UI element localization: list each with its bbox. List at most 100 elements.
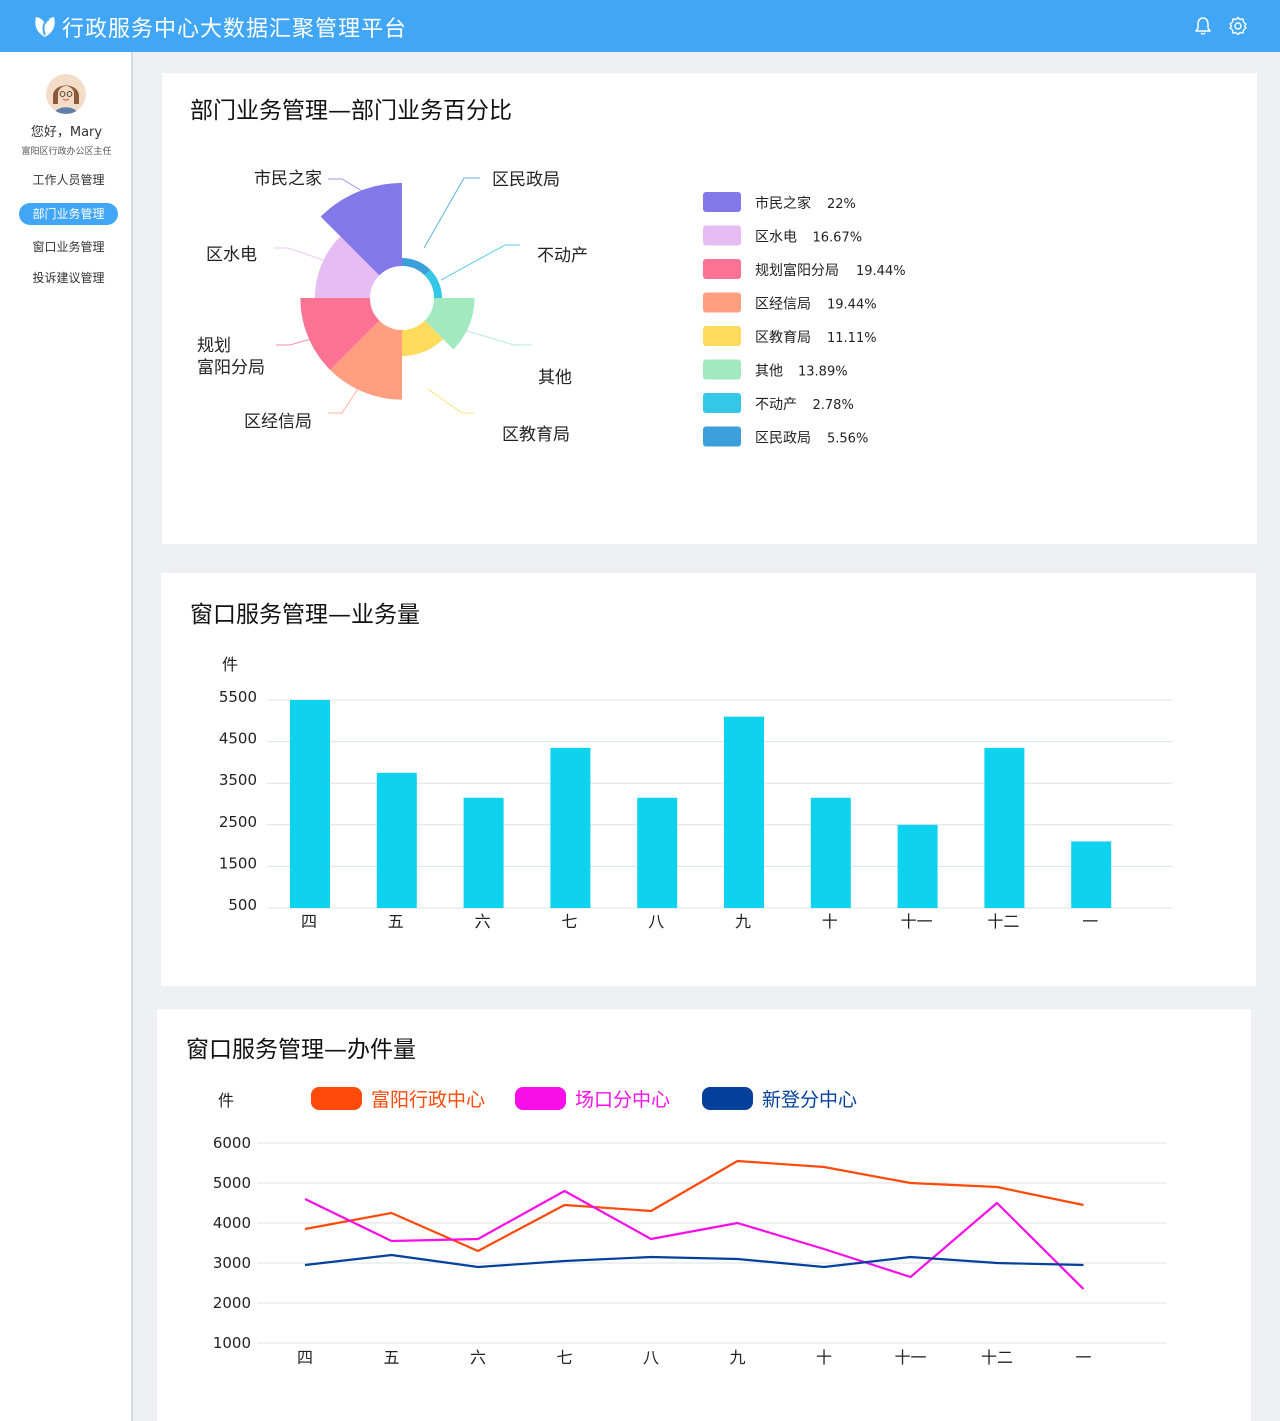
x-tick-label-item-8: 十二 [981, 1348, 1013, 1367]
x-tick-label-item-1: 五 [388, 912, 404, 931]
rose-slice-item-1 [424, 269, 442, 298]
legend-value-item-6: 2.78% [813, 398, 854, 413]
y-tick-label-item-1: 1500 [219, 854, 257, 872]
x-tick-label-item-0: 四 [297, 1348, 313, 1367]
leaf-logo-icon [35, 17, 55, 37]
x-tick-label-item-4: 八 [648, 912, 664, 931]
x-tick-label-item-2: 六 [470, 1348, 486, 1367]
legend-label-item-6: 不动产 [755, 397, 797, 413]
nav-item-complaints[interactable]: 投诉建议管理 [32, 271, 105, 285]
legend-label-item-3: 区经信局 [755, 297, 811, 313]
bar-item-3 [550, 747, 591, 908]
series-line-item-0 [304, 1159, 1084, 1253]
x-tick-label-item-1: 五 [383, 1348, 399, 1367]
legend-swatch-item-4 [703, 326, 741, 346]
y-tick-label-item-4: 4500 [219, 730, 257, 748]
y-tick-label-item-5: 6000 [213, 1134, 251, 1152]
rose-slice-label-item-5: 富阳分局 [197, 358, 265, 378]
rose-slice-item-2 [424, 298, 475, 350]
business-volume-card: 窗口服务管理—业务量 件 500 1500 2500 3500 4500 5500 四 五 六 七 八… [161, 573, 1256, 986]
rose-slice-item-5 [300, 298, 380, 370]
x-tick-label-item-5: 九 [735, 912, 751, 931]
legend-label-item-0: 市民之家 [755, 195, 811, 212]
rose-slice-item-0 [402, 258, 431, 276]
rose-slice-label-item-7: 市民之家 [254, 169, 322, 189]
legend-value-item-7: 5.56% [827, 432, 868, 447]
x-tick-label-item-5: 九 [729, 1348, 745, 1367]
legend-swatch-item-7 [703, 426, 741, 447]
legend-value-item-5: 13.89% [798, 365, 848, 380]
x-tick-label-item-2: 六 [475, 912, 491, 931]
bell-icon[interactable] [1193, 16, 1213, 36]
rose-slice-item-3 [402, 320, 444, 357]
legend-label-item-1: 区水电 [755, 230, 797, 246]
user-role: 富阳区行政办公区主任 [21, 147, 112, 157]
legend-value-item-1: 16.67% [813, 231, 863, 246]
bar-item-6 [810, 797, 851, 908]
case-volume-card: 窗口服务管理—办件量 件 1000 2000 3000 4000 5000 6000 四 五 六 七… [157, 1009, 1251, 1421]
rose-slice-label-item-2: 其他 [538, 368, 572, 388]
nav-item-staff[interactable]: 工作人员管理 [32, 173, 105, 187]
legend-label-item-2: 新登分中心 [762, 1089, 857, 1111]
rose-leader-line-item-1 [440, 244, 520, 281]
x-tick-label-item-8: 十二 [987, 912, 1019, 931]
rose-slice-item-7 [320, 183, 402, 276]
legend-value-item-0: 22% [827, 197, 856, 212]
bar-item-7 [897, 824, 938, 908]
legend-swatch-item-0 [311, 1087, 362, 1110]
rose-slice-label-item-1: 不动产 [537, 246, 588, 266]
card-title-business-volume: 窗口服务管理—业务量 [190, 602, 420, 628]
y-tick-label-item-3: 3500 [219, 771, 257, 789]
rose-slice-label-item-3: 区教育局 [502, 425, 570, 445]
bar-item-5 [724, 716, 764, 908]
x-tick-label-item-9: 一 [1082, 912, 1098, 931]
x-tick-label-item-9: 一 [1075, 1348, 1091, 1367]
legend-swatch-item-5 [703, 359, 741, 380]
legend-swatch-item-0 [703, 192, 741, 212]
rose-slice-label-item-5: 规划 [197, 336, 231, 356]
rose-slice-label-item-4: 区经信局 [244, 412, 312, 432]
x-tick-label-item-6: 十 [822, 912, 838, 931]
x-tick-label-item-3: 七 [561, 912, 577, 931]
legend-value-item-3: 19.44% [827, 298, 877, 313]
bar-item-1 [376, 772, 417, 908]
legend-swatch-item-1 [703, 225, 741, 246]
card-title-department-percent: 部门业务管理—部门业务百分比 [190, 98, 512, 124]
legend-swatch-item-3 [703, 292, 741, 313]
rose-slice-item-6 [314, 236, 380, 298]
card-title-case-volume: 窗口服务管理—办件量 [186, 1037, 416, 1063]
rose-slice-item-4 [330, 320, 402, 400]
rose-leader-line-item-7 [328, 178, 363, 192]
app-title: 行政服务中心大数据汇聚管理平台 [62, 17, 408, 42]
legend-swatch-item-2 [702, 1087, 753, 1110]
bar-item-4 [637, 797, 678, 908]
nav-item-department[interactable]: 部门业务管理 [19, 203, 118, 225]
rose-leader-line-item-4 [328, 368, 372, 414]
legend-label-item-5: 其他 [755, 364, 783, 380]
legend-swatch-item-2 [703, 259, 741, 279]
top-bar: 行政服务中心大数据汇聚管理平台 [0, 0, 1280, 52]
y-tick-label-item-4: 5000 [213, 1174, 251, 1192]
bar-item-9 [1071, 841, 1112, 908]
rose-slice-label-item-6: 区水电 [206, 245, 257, 265]
y-tick-label-item-3: 4000 [213, 1214, 251, 1232]
x-tick-label-item-7: 十一 [894, 1348, 926, 1367]
department-percent-card: 部门业务管理—部门业务百分比 区民政局 不动产 其他 区教育局 区经信局 规划 富阳分局 区水… [162, 73, 1257, 544]
gear-icon[interactable] [1228, 16, 1248, 36]
bar-item-8 [984, 747, 1025, 908]
legend-label-item-7: 区民政局 [755, 431, 811, 447]
rose-slice-label-item-0: 区民政局 [492, 170, 560, 190]
x-tick-label-item-7: 十一 [901, 912, 933, 931]
x-tick-label-item-0: 四 [301, 912, 317, 931]
rose-leader-line-item-6 [274, 247, 333, 264]
nav-item-window[interactable]: 窗口业务管理 [32, 240, 105, 254]
x-tick-label-item-3: 七 [556, 1348, 572, 1367]
rose-leader-line-item-2 [453, 326, 532, 346]
series-line-item-1 [304, 1189, 1085, 1290]
legend-swatch-item-6 [703, 393, 741, 413]
y-tick-label-item-2: 3000 [213, 1254, 251, 1272]
y-tick-label-item-1: 2000 [213, 1294, 251, 1312]
rose-leader-line-item-5 [276, 332, 333, 346]
avatar[interactable] [46, 74, 86, 114]
legend-swatch-item-1 [515, 1087, 566, 1110]
